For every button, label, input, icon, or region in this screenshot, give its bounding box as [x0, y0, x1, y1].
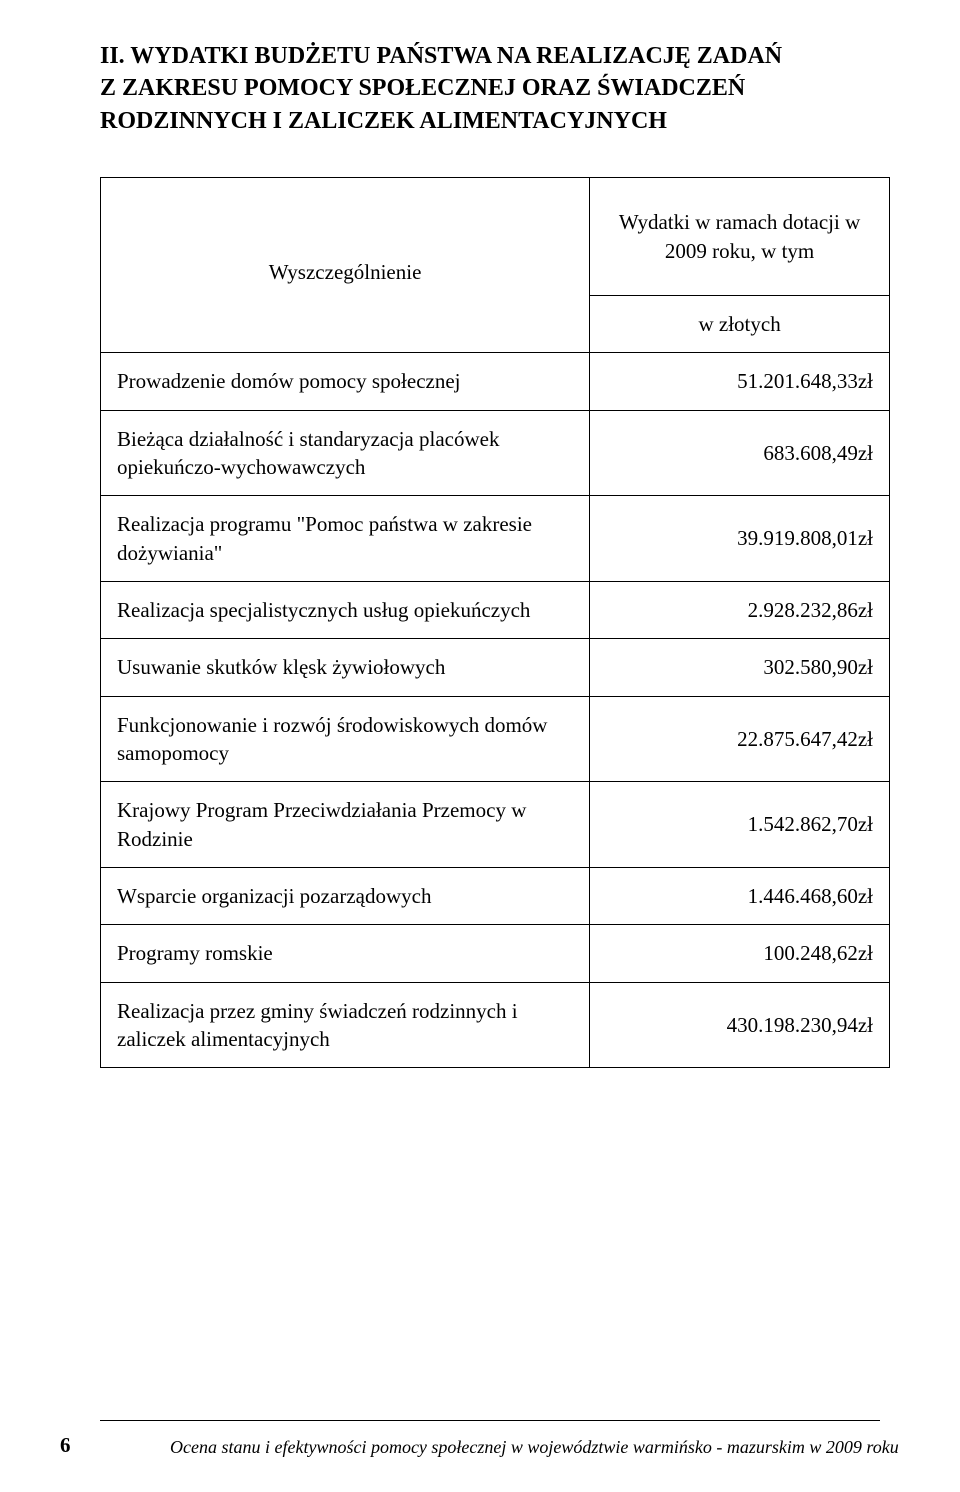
table-row: Realizacja specjalistycznych usług opiek… — [101, 581, 890, 638]
footer-caption: Ocena stanu i efektywności pomocy społec… — [170, 1437, 900, 1458]
table-row: Prowadzenie domów pomocy społecznej 51.2… — [101, 353, 890, 410]
table-row: Programy romskie 100.248,62zł — [101, 925, 890, 982]
table-row: Wsparcie organizacji pozarządowych 1.446… — [101, 867, 890, 924]
row-label: Krajowy Program Przeciwdziałania Przemoc… — [101, 782, 590, 868]
title-line-2: Z ZAKRESU POMOCY SPOŁECZNEJ ORAZ ŚWIADCZ… — [100, 75, 745, 101]
table-row: Krajowy Program Przeciwdziałania Przemoc… — [101, 782, 890, 868]
column-header-label: Wyszczególnienie — [101, 178, 590, 353]
row-label: Wsparcie organizacji pozarządowych — [101, 867, 590, 924]
table-row: Realizacja programu "Pomoc państwa w zak… — [101, 496, 890, 582]
row-label: Realizacja specjalistycznych usług opiek… — [101, 581, 590, 638]
unit-cell: w złotych — [590, 295, 890, 352]
table-row: Realizacja przez gminy świadczeń rodzinn… — [101, 982, 890, 1068]
row-value: 430.198.230,94zł — [590, 982, 890, 1068]
footer-divider — [100, 1420, 880, 1421]
row-label: Realizacja przez gminy świadczeń rodzinn… — [101, 982, 590, 1068]
row-value: 1.542.862,70zł — [590, 782, 890, 868]
row-value: 2.928.232,86zł — [590, 581, 890, 638]
row-value: 683.608,49zł — [590, 410, 890, 496]
budget-table: Wyszczególnienie Wydatki w ramach dotacj… — [100, 177, 890, 1068]
column-header-value: Wydatki w ramach dotacji w 2009 roku, w … — [590, 178, 890, 296]
row-value: 22.875.647,42zł — [590, 696, 890, 782]
table-row: Bieżąca działalność i standaryzacja plac… — [101, 410, 890, 496]
document-page: II. WYDATKI BUDŻETU PAŃSTWA NA REALIZACJ… — [0, 0, 960, 1492]
row-label: Bieżąca działalność i standaryzacja plac… — [101, 410, 590, 496]
page-number: 6 — [60, 1433, 71, 1458]
row-label: Prowadzenie domów pomocy społecznej — [101, 353, 590, 410]
row-label: Funkcjonowanie i rozwój środowiskowych d… — [101, 696, 590, 782]
table-row: Funkcjonowanie i rozwój środowiskowych d… — [101, 696, 890, 782]
row-value: 39.919.808,01zł — [590, 496, 890, 582]
row-value: 100.248,62zł — [590, 925, 890, 982]
title-line-1: II. WYDATKI BUDŻETU PAŃSTWA NA REALIZACJ… — [100, 43, 782, 69]
row-value: 51.201.648,33zł — [590, 353, 890, 410]
row-label: Programy romskie — [101, 925, 590, 982]
table-row: Usuwanie skutków klęsk żywiołowych 302.5… — [101, 639, 890, 696]
row-label: Usuwanie skutków klęsk żywiołowych — [101, 639, 590, 696]
row-value: 302.580,90zł — [590, 639, 890, 696]
title-line-3: RODZINNYCH I ZALICZEK ALIMENTACYJNYCH — [100, 108, 667, 134]
page-footer: 6 Ocena stanu i efektywności pomocy społ… — [0, 1428, 960, 1458]
row-value: 1.446.468,60zł — [590, 867, 890, 924]
table-header-row: Wyszczególnienie Wydatki w ramach dotacj… — [101, 178, 890, 296]
row-label: Realizacja programu "Pomoc państwa w zak… — [101, 496, 590, 582]
section-title: II. WYDATKI BUDŻETU PAŃSTWA NA REALIZACJ… — [100, 40, 890, 137]
